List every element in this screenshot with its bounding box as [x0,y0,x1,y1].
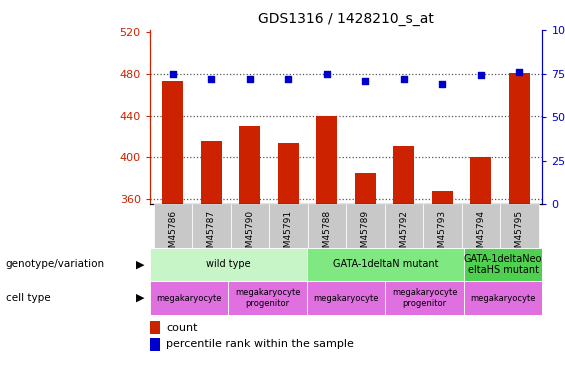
Text: GSM45793: GSM45793 [438,210,447,259]
Bar [316,116,337,204]
Text: megakaryocyte: megakaryocyte [314,294,379,303]
Text: percentile rank within the sample: percentile rank within the sample [166,339,354,350]
Text: GSM45788: GSM45788 [322,210,331,259]
Text: GSM45789: GSM45789 [361,210,370,259]
Bar [462,204,500,248]
Text: GSM45790: GSM45790 [245,210,254,259]
Bar [278,143,299,204]
Bar [231,204,269,248]
Text: wild type: wild type [206,260,250,269]
Bar [239,126,260,204]
Bar [508,73,530,204]
Bar [385,281,464,315]
Bar [307,248,464,281]
Text: ▶: ▶ [136,293,144,303]
Bar [470,158,492,204]
Bar [464,248,542,281]
Bar [150,248,307,281]
Bar [269,204,307,248]
Text: ▶: ▶ [136,260,144,269]
Bar [201,141,222,204]
Title: GDS1316 / 1428210_s_at: GDS1316 / 1428210_s_at [258,12,434,26]
Point [476,72,485,78]
Bar [500,204,538,248]
Text: GSM45791: GSM45791 [284,210,293,259]
Point [322,70,331,76]
Text: megakaryocyte: megakaryocyte [471,294,536,303]
Point [361,78,370,84]
Bar [228,281,307,315]
Bar [355,173,376,204]
Bar [346,204,385,248]
Bar [192,204,231,248]
Bar [385,204,423,248]
Text: genotype/variation: genotype/variation [6,260,105,269]
Bar [150,321,160,334]
Point [245,76,254,82]
Bar [307,204,346,248]
Text: megakaryocyte
progenitor: megakaryocyte progenitor [392,288,457,308]
Text: GSM45792: GSM45792 [399,210,408,258]
Text: GATA-1deltaNeo
eltaHS mutant: GATA-1deltaNeo eltaHS mutant [464,254,542,275]
Text: megakaryocyte: megakaryocyte [157,294,221,303]
Bar [307,281,385,315]
Point [399,76,408,82]
Text: GSM45795: GSM45795 [515,210,524,259]
Text: GSM45794: GSM45794 [476,210,485,258]
Point [515,69,524,75]
Point [168,70,177,76]
Text: GATA-1deltaN mutant: GATA-1deltaN mutant [333,260,438,269]
Point [207,76,216,82]
Bar [150,338,160,351]
Bar [150,281,228,315]
Text: GSM45786: GSM45786 [168,210,177,259]
Text: cell type: cell type [6,293,50,303]
Bar [423,204,462,248]
Text: megakaryocyte
progenitor: megakaryocyte progenitor [235,288,300,308]
Point [438,81,447,87]
Bar [393,146,414,204]
Bar [162,81,184,204]
Bar [464,281,542,315]
Text: GSM45787: GSM45787 [207,210,216,259]
Bar [154,204,192,248]
Bar [432,191,453,204]
Point [284,76,293,82]
Text: count: count [166,322,198,333]
